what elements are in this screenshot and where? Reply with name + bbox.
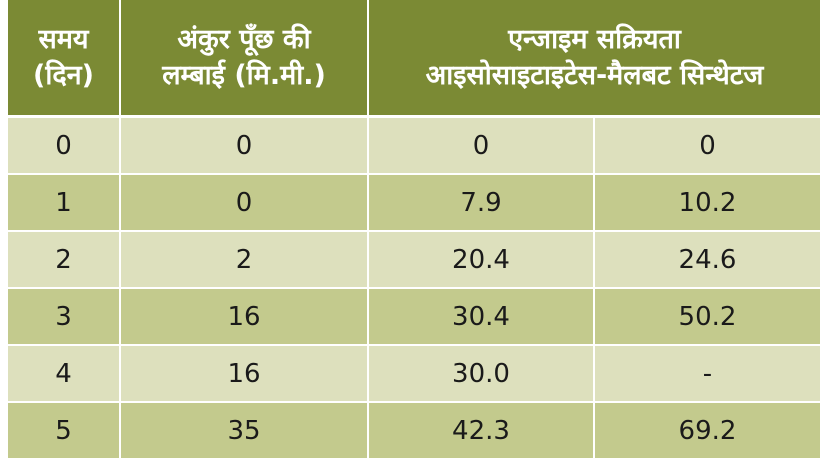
cell-isocitrate-lyase: 7.9 (368, 174, 595, 232)
table-row: 4 16 30.0 - (8, 345, 820, 403)
cell-time: 4 (8, 345, 121, 403)
header-time-line-1: समय (38, 23, 89, 55)
cell-length: 0 (120, 116, 369, 175)
cell-length: 0 (120, 174, 369, 232)
cell-isocitrate-lyase: 30.0 (368, 345, 595, 403)
header-row: समय (दिन) अंकुर पूँछ की लम्बाई (मि.मी.) … (8, 0, 820, 118)
table-row: 1 0 7.9 10.2 (8, 174, 820, 232)
cell-time: 5 (8, 402, 121, 460)
header-length-line-1: अंकुर पूँछ की (177, 23, 311, 55)
table-row: 3 16 30.4 50.2 (8, 288, 820, 346)
header-enzyme-activity: एन्जाइम सक्रियता आइसोसाइटाइटेस-मैलबट सिन… (368, 0, 820, 118)
cell-malate-synthase: 69.2 (594, 402, 820, 460)
header-sprout-length: अंकुर पूँछ की लम्बाई (मि.मी.) (120, 0, 369, 118)
table-row: 2 2 20.4 24.6 (8, 231, 820, 289)
cell-length: 2 (120, 231, 369, 289)
cell-time: 1 (8, 174, 121, 232)
header-enzyme-line-2: आइसोसाइटाइटेस-मैलबट सिन्थेटज (425, 59, 764, 91)
cell-length: 16 (120, 345, 369, 403)
cell-malate-synthase: 0 (594, 116, 820, 175)
header-enzyme-line-1: एन्जाइम सक्रियता (508, 23, 681, 55)
cell-time: 2 (8, 231, 121, 289)
cell-isocitrate-lyase: 20.4 (368, 231, 595, 289)
cell-isocitrate-lyase: 0 (368, 116, 595, 175)
table-frame: समय (दिन) अंकुर पूँछ की लम्बाई (मि.मी.) … (8, 0, 820, 471)
header-time-line-2: (दिन) (33, 59, 94, 91)
header-length-line-2: लम्बाई (मि.मी.) (162, 59, 326, 91)
cell-time: 0 (8, 116, 121, 175)
cell-malate-synthase: 10.2 (594, 174, 820, 232)
table-row: 0 0 0 0 (8, 116, 820, 175)
cell-isocitrate-lyase: 42.3 (368, 402, 595, 460)
cell-length: 35 (120, 402, 369, 460)
cell-length: 16 (120, 288, 369, 346)
cell-malate-synthase: - (594, 345, 820, 403)
table-row: 5 35 42.3 69.2 (8, 402, 820, 460)
cell-malate-synthase: 24.6 (594, 231, 820, 289)
header-time-days: समय (दिन) (8, 0, 121, 118)
cell-malate-synthase: 50.2 (594, 288, 820, 346)
cell-isocitrate-lyase: 30.4 (368, 288, 595, 346)
cell-time: 3 (8, 288, 121, 346)
enzyme-activity-table: समय (दिन) अंकुर पूँछ की लम्बाई (मि.मी.) … (8, 0, 820, 460)
